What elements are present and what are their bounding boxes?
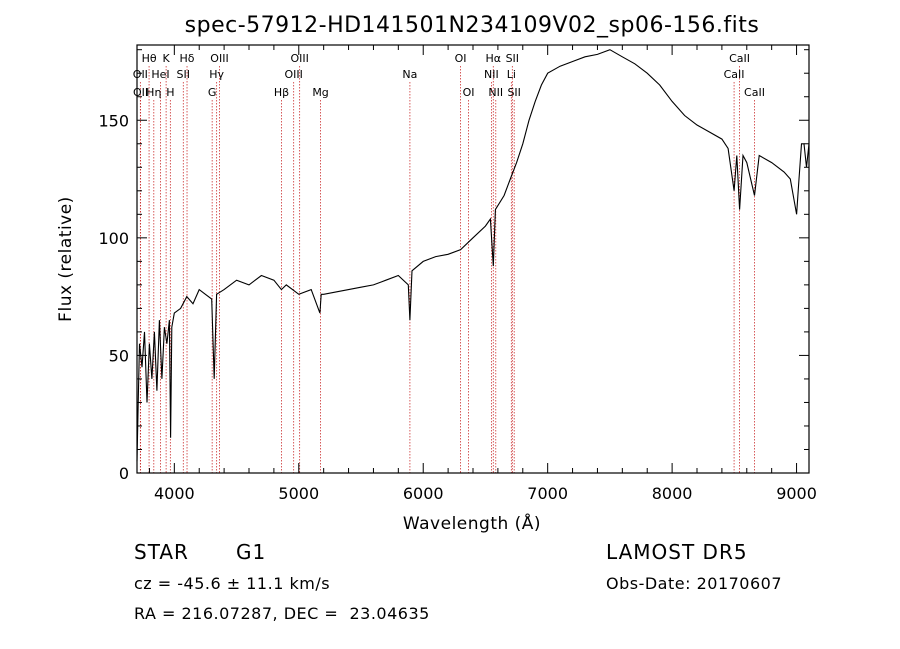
line-label: G [208,86,217,99]
line-label: Hβ [274,86,289,99]
line-label: HeI [151,68,169,81]
line-label: CaII [729,52,750,65]
line-label: Hδ [180,52,195,65]
line-label: OIII [210,52,228,65]
plot-frame [136,44,810,474]
line-label: Hγ [209,68,224,81]
line-label: K [163,52,171,65]
redshift-value: cz = -45.6 ± 11.1 km/s [134,574,331,593]
line-label: NII [488,86,503,99]
chart-title: spec-57912-HD141501N234109V02_sp06-156.f… [185,13,760,38]
x-axis: 4000 5000 6000 7000 8000 9000 [148,45,817,503]
line-label: Hθ [142,52,157,65]
line-label: NII [484,68,499,81]
y-tick-label: 100 [98,229,129,248]
subclass: G1 [236,540,267,564]
line-markers [139,66,755,473]
x-axis-label: Wavelength (Å) [403,512,541,534]
x-tick-label: 4000 [154,484,195,503]
x-tick-label: 8000 [652,484,693,503]
line-label: H [166,86,174,99]
x-tick-label: 9000 [776,484,817,503]
object-class: STAR [134,540,189,564]
line-label: Na [402,68,417,81]
line-label: SII [177,68,190,81]
coordinates: RA = 216.07287, DEC = 23.04635 [134,604,430,623]
line-label: SII [506,52,519,65]
x-tick-label: 5000 [278,484,319,503]
line-label: Li [507,68,516,81]
x-tick-label: 6000 [403,484,444,503]
line-label: OI [455,52,467,65]
line-label: SII [507,86,520,99]
line-labels: Hθ K Hδ OIII OIII OI Hα SII CaII OII HeI SII Hγ OIII N… [133,52,765,99]
line-label: OII [133,68,148,81]
y-axis: 0 50 100 150 [98,49,809,483]
x-tick-label: 7000 [527,484,568,503]
line-label: OIII [290,52,308,65]
line-label: OIII [284,68,302,81]
line-label: CaII [724,68,745,81]
line-label: Hα [486,52,502,65]
line-label: Mg [312,86,328,99]
spectrum-line [136,49,810,462]
line-label: CaII [744,86,765,99]
line-label: OI [463,86,475,99]
line-label: Hη [146,86,161,99]
y-axis-label: Flux (relative) [56,196,76,322]
y-tick-label: 50 [109,346,129,365]
y-tick-label: 0 [119,464,129,483]
survey-name: LAMOST DR5 [606,540,748,564]
obs-date: Obs-Date: 20170607 [606,574,783,593]
y-tick-label: 150 [98,111,129,130]
